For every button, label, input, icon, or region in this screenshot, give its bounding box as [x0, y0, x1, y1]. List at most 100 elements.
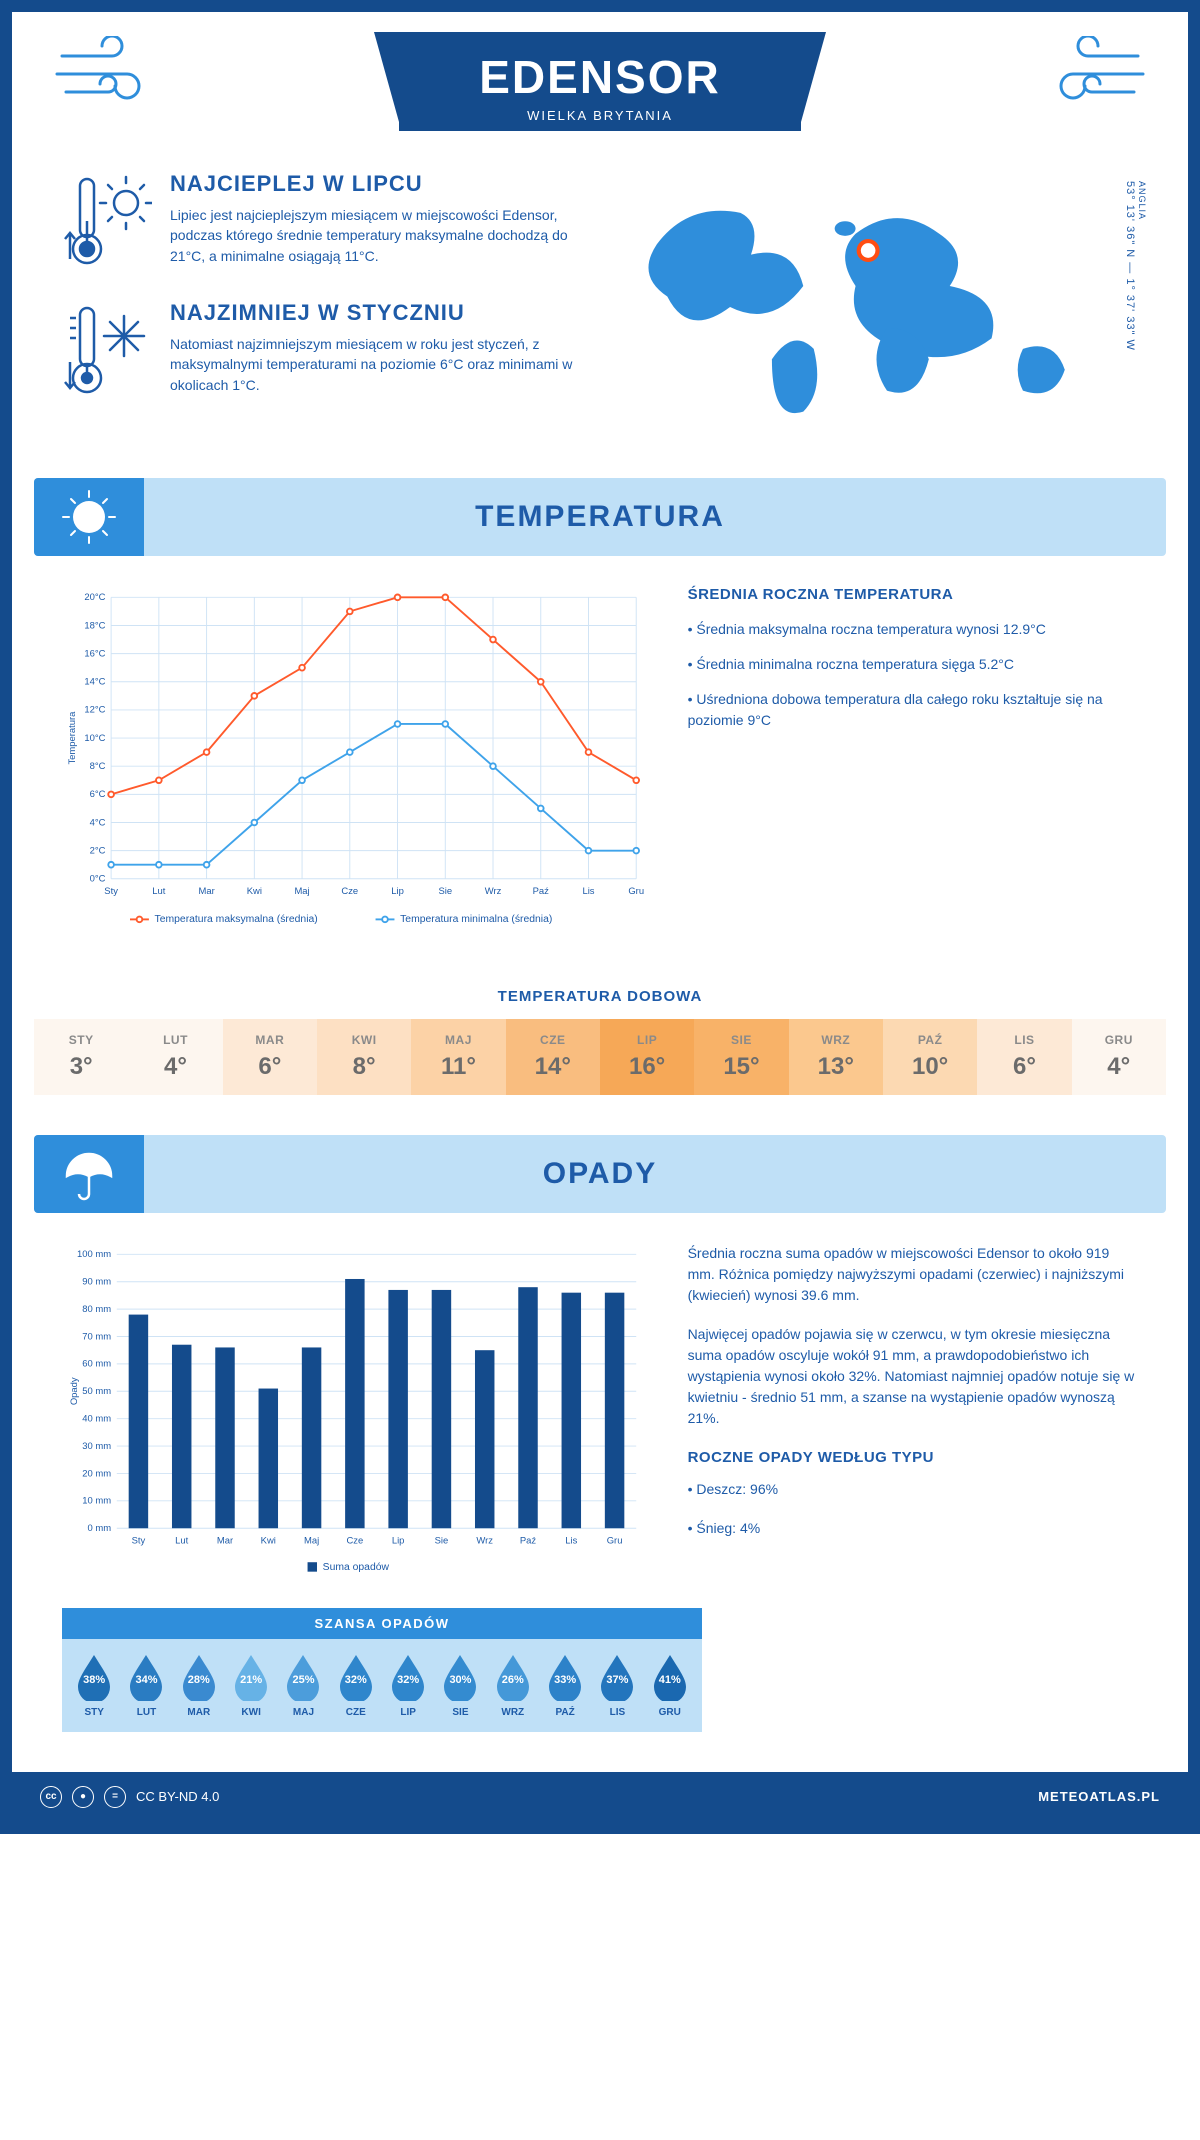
- rain-area: 0 mm10 mm20 mm30 mm40 mm50 mm60 mm70 mm8…: [12, 1213, 1188, 1608]
- rain-type-title: ROCZNE OPADY WEDŁUG TYPU: [688, 1447, 1138, 1470]
- chance-cell: 33%PAŹ: [539, 1653, 591, 1718]
- daily-month: CZE: [506, 1033, 600, 1047]
- svg-text:40 mm: 40 mm: [82, 1413, 111, 1424]
- daily-value: 14°: [506, 1053, 600, 1081]
- daily-value: 15°: [694, 1053, 788, 1081]
- daily-month: MAR: [223, 1033, 317, 1047]
- daily-value: 13°: [789, 1053, 883, 1081]
- raindrop-icon: 30%: [440, 1653, 480, 1701]
- chance-month: SIE: [434, 1707, 486, 1718]
- title-ribbon: EDENSOR WIELKA BRYTANIA: [399, 32, 800, 131]
- svg-text:Cze: Cze: [346, 1535, 363, 1546]
- rain-type-0: • Deszcz: 96%: [688, 1479, 1138, 1500]
- daily-month: WRZ: [789, 1033, 883, 1047]
- daily-cell: LUT4°: [128, 1019, 222, 1095]
- svg-text:30 mm: 30 mm: [82, 1441, 111, 1452]
- daily-value: 6°: [977, 1053, 1071, 1081]
- rain-chart: 0 mm10 mm20 mm30 mm40 mm50 mm60 mm70 mm8…: [62, 1243, 648, 1588]
- temperature-summary: ŚREDNIA ROCZNA TEMPERATURA • Średnia mak…: [688, 586, 1138, 950]
- chance-cell: 30% SIE: [434, 1653, 486, 1718]
- daily-value: 8°: [317, 1053, 411, 1081]
- license-text: CC BY-ND 4.0: [136, 1789, 219, 1804]
- svg-text:8°C: 8°C: [90, 761, 106, 772]
- raindrop-icon: 28%: [179, 1653, 219, 1701]
- sun-icon: [34, 478, 144, 556]
- svg-text:Mar: Mar: [217, 1535, 233, 1546]
- page-subtitle: WIELKA BRYTANIA: [479, 108, 720, 123]
- svg-text:Wrz: Wrz: [485, 886, 502, 897]
- daily-month: LIP: [600, 1033, 694, 1047]
- daily-cell: CZE 14°: [506, 1019, 600, 1095]
- daily-cell: GRU4°: [1072, 1019, 1166, 1095]
- intro-left: NAJCIEPLEJ W LIPCU Lipiec jest najcieple…: [62, 171, 585, 448]
- chance-cell: 38%STY: [68, 1653, 120, 1718]
- svg-text:14°C: 14°C: [84, 677, 105, 688]
- svg-text:Paź: Paź: [520, 1535, 537, 1546]
- raindrop-icon: 38%: [74, 1653, 114, 1701]
- coordinates: ANGLIA 53° 13' 36" N — 1° 37' 33" W: [1124, 181, 1148, 351]
- svg-text:12°C: 12°C: [84, 705, 105, 716]
- svg-text:Temperatura minimalna (średnia: Temperatura minimalna (średnia): [400, 914, 552, 925]
- svg-text:18°C: 18°C: [84, 620, 105, 631]
- chance-value: 41%: [659, 1674, 681, 1686]
- daily-cell: SIE15°: [694, 1019, 788, 1095]
- chance-value: 33%: [554, 1674, 576, 1686]
- page-title: EDENSOR: [479, 50, 720, 104]
- cc-icon: cc: [40, 1786, 62, 1808]
- daily-cell: MAJ11°: [411, 1019, 505, 1095]
- chance-cell: 32% LIP: [382, 1653, 434, 1718]
- svg-text:20°C: 20°C: [84, 592, 105, 603]
- chance-value: 25%: [292, 1674, 314, 1686]
- chance-month: LIP: [382, 1707, 434, 1718]
- intro-section: NAJCIEPLEJ W LIPCU Lipiec jest najcieple…: [12, 161, 1188, 478]
- svg-text:Mar: Mar: [198, 886, 214, 897]
- chance-month: MAR: [173, 1707, 225, 1718]
- chance-value: 21%: [240, 1674, 262, 1686]
- daily-cell: PAŹ10°: [883, 1019, 977, 1095]
- daily-cell: MAR6°: [223, 1019, 317, 1095]
- daily-month: MAJ: [411, 1033, 505, 1047]
- raindrop-icon: 32%: [388, 1653, 428, 1701]
- temp-bullet-2: • Uśredniona dobowa temperatura dla całe…: [688, 689, 1138, 731]
- daily-temp-title: TEMPERATURA DOBOWA: [12, 988, 1188, 1005]
- map-wrap: ANGLIA 53° 13' 36" N — 1° 37' 33" W: [615, 171, 1138, 448]
- raindrop-icon: 33%: [545, 1653, 585, 1701]
- svg-text:Gru: Gru: [628, 886, 644, 897]
- chance-cell: 26%WRZ: [487, 1653, 539, 1718]
- svg-text:Sie: Sie: [435, 1535, 449, 1546]
- rain-type-1: • Śnieg: 4%: [688, 1518, 1138, 1539]
- svg-text:0°C: 0°C: [90, 874, 106, 885]
- chance-row: 38%STY34%LUT28%MAR21%KWI25%MAJ32%CZE32%L…: [62, 1639, 702, 1732]
- chance-value: 32%: [397, 1674, 419, 1686]
- page-root: EDENSOR WIELKA BRYTANIA NAJCIEPLEJ W LIP…: [0, 0, 1200, 1834]
- svg-text:Lis: Lis: [582, 886, 594, 897]
- daily-value: 16°: [600, 1053, 694, 1081]
- wind-icon: [52, 36, 162, 111]
- chance-month: MAJ: [277, 1707, 329, 1718]
- svg-text:Sty: Sty: [104, 886, 118, 897]
- thermometer-snow-icon: [62, 300, 152, 405]
- chance-cell: 21%KWI: [225, 1653, 277, 1718]
- svg-text:90 mm: 90 mm: [82, 1276, 111, 1287]
- hot-title: NAJCIEPLEJ W LIPCU: [170, 171, 585, 197]
- svg-text:Kwi: Kwi: [261, 1535, 276, 1546]
- cold-block: NAJZIMNIEJ W STYCZNIU Natomiast najzimni…: [62, 300, 585, 405]
- chance-month: LUT: [120, 1707, 172, 1718]
- svg-text:Sie: Sie: [438, 886, 452, 897]
- raindrop-icon: 21%: [231, 1653, 271, 1701]
- chance-cell: 34%LUT: [120, 1653, 172, 1718]
- footer-site: METEOATLAS.PL: [1038, 1789, 1160, 1804]
- svg-text:Wrz: Wrz: [476, 1535, 493, 1546]
- svg-text:Lis: Lis: [565, 1535, 577, 1546]
- chance-value: 37%: [606, 1674, 628, 1686]
- section-header-rain: OPADY: [34, 1135, 1166, 1213]
- chance-value: 32%: [345, 1674, 367, 1686]
- svg-text:6°C: 6°C: [90, 789, 106, 800]
- raindrop-icon: 37%: [597, 1653, 637, 1701]
- daily-temp-row: STY3°LUT4°MAR6°KWI8°MAJ11°CZE14°LIP16°SI…: [34, 1019, 1166, 1095]
- by-icon: ●: [72, 1786, 94, 1808]
- chance-title: SZANSA OPADÓW: [62, 1608, 702, 1639]
- svg-text:Kwi: Kwi: [247, 886, 262, 897]
- temperature-area: 0°C2°C4°C6°C8°C10°C12°C14°C16°C18°C20°CS…: [12, 556, 1188, 980]
- wind-icon: [1038, 36, 1148, 111]
